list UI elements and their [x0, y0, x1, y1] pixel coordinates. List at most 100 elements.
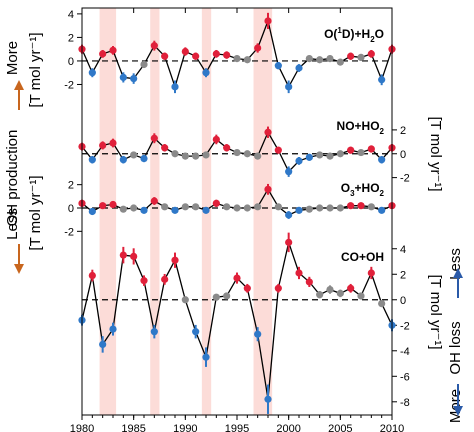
oh-loss-annotation: Less OH loss More: [447, 248, 464, 423]
data-point: [192, 152, 200, 160]
y-tick-label: 4: [68, 9, 74, 21]
y-tick-label: -2: [400, 173, 410, 185]
data-point: [336, 150, 344, 158]
oh-production-label: OH production: [4, 130, 21, 227]
data-point: [181, 47, 189, 56]
data-point: [119, 73, 127, 82]
data-point: [150, 134, 158, 142]
oh-loss-label: OH loss: [447, 321, 464, 374]
y-tick-label: -4: [400, 346, 410, 358]
data-point: [274, 284, 282, 292]
data-point: [99, 50, 107, 58]
data-point: [130, 74, 138, 83]
y-tick-label: 0: [400, 295, 406, 307]
data-point: [274, 146, 282, 154]
panels: 4 2 0 -2 2 0 -2 2 0 -2 4 2 0 -2 -4 -6 -8: [64, 9, 410, 414]
data-point: [150, 197, 158, 205]
data-point: [367, 145, 375, 153]
data-point: [357, 148, 365, 157]
data-point: [223, 203, 231, 211]
data-point: [336, 289, 344, 297]
ylabel-panel-1: [T mol yr⁻¹]: [27, 32, 44, 107]
oh-production-annotation: More OH production Less: [4, 41, 24, 274]
y-tick-label: -2: [400, 320, 410, 332]
x-tick-label: 2010: [380, 423, 404, 432]
data-point: [264, 185, 272, 193]
data-point: [357, 292, 365, 300]
data-point: [305, 54, 313, 63]
data-point: [254, 330, 262, 338]
data-point: [140, 206, 148, 214]
data-point: [181, 203, 189, 211]
data-point: [274, 62, 282, 70]
panel-label-o1d-h2o: O(1D)+H2O: [324, 26, 384, 44]
data-point: [305, 205, 313, 213]
data-point: [161, 203, 169, 211]
panel-label-no-ho2: NO+HO2: [337, 119, 385, 136]
data-point: [212, 135, 220, 144]
x-tick-label: 1980: [70, 423, 94, 432]
data-point: [99, 141, 107, 150]
up-arrow-icon-right: [453, 268, 463, 278]
data-point: [347, 202, 355, 210]
data-point: [243, 150, 251, 158]
shade-period-4: [253, 8, 273, 415]
data-point: [88, 69, 96, 77]
data-point: [150, 42, 158, 50]
data-point: [305, 278, 313, 286]
less-production-label: Less: [4, 208, 21, 240]
x-tick-label: 1990: [173, 423, 197, 432]
data-point: [140, 60, 148, 69]
y-tick-label: -2: [64, 226, 74, 238]
data-point: [336, 58, 344, 66]
data-point: [233, 274, 241, 282]
data-point: [88, 207, 96, 216]
data-point: [254, 44, 262, 52]
data-point: [295, 64, 303, 72]
data-point: [305, 153, 313, 161]
data-point: [357, 202, 365, 210]
data-point: [316, 291, 324, 299]
data-point: [326, 54, 334, 63]
y-tick-label: 2: [400, 269, 406, 281]
x-tick-label: 1985: [121, 423, 145, 432]
data-point: [88, 271, 96, 280]
data-point: [264, 395, 272, 403]
data-point: [99, 202, 107, 210]
data-point: [130, 151, 138, 159]
data-point: [192, 52, 200, 60]
data-point: [378, 299, 386, 308]
data-point: [109, 139, 117, 147]
data-point: [295, 269, 303, 277]
data-point: [171, 206, 179, 214]
ylabel-panel-2: [T mol yr⁻¹]: [427, 116, 444, 191]
shade-period-1: [99, 8, 117, 415]
data-point: [223, 292, 231, 300]
data-point: [254, 152, 262, 160]
data-point: [378, 156, 386, 164]
data-point: [171, 256, 179, 264]
data-point: [378, 206, 386, 214]
data-point: [336, 204, 344, 212]
y-tick-label: 0: [400, 149, 406, 161]
panel-2: 2 0 -2: [78, 125, 410, 185]
y-tick-label: 4: [400, 244, 406, 256]
data-point: [171, 83, 179, 91]
data-point: [316, 204, 324, 212]
y-tick-label: 2: [400, 125, 406, 137]
panel-label-co-oh: CO+OH: [341, 250, 384, 264]
data-point: [212, 199, 220, 207]
data-point: [130, 204, 138, 212]
data-point: [161, 275, 169, 283]
data-point: [202, 353, 210, 361]
data-point: [109, 325, 117, 333]
data-point: [109, 200, 117, 209]
data-point: [130, 252, 138, 261]
series-line: [81, 239, 393, 400]
data-point: [212, 293, 220, 301]
data-point: [326, 204, 334, 212]
data-point: [367, 50, 375, 58]
data-point: [295, 206, 303, 214]
